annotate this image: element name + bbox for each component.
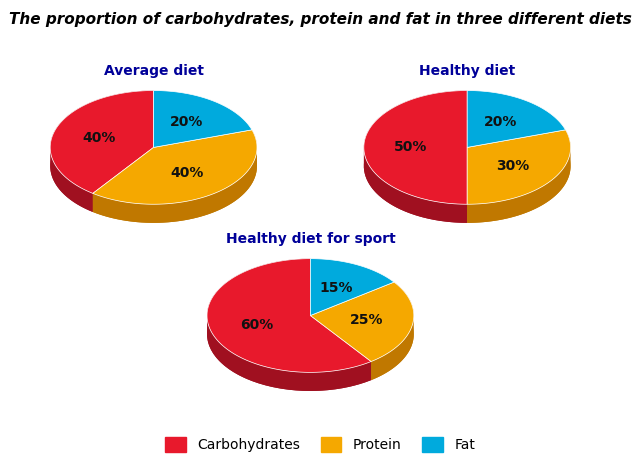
Text: The proportion of carbohydrates, protein and fat in three different diets: The proportion of carbohydrates, protein…	[8, 12, 632, 27]
Polygon shape	[467, 91, 566, 148]
Text: 40%: 40%	[83, 131, 116, 145]
Polygon shape	[50, 91, 154, 193]
Text: 15%: 15%	[319, 281, 353, 295]
Text: 25%: 25%	[350, 313, 383, 327]
Polygon shape	[207, 259, 371, 372]
Polygon shape	[310, 282, 414, 361]
Polygon shape	[154, 91, 252, 148]
Polygon shape	[310, 316, 371, 380]
Polygon shape	[364, 91, 467, 204]
Title: Average diet: Average diet	[104, 64, 204, 78]
Polygon shape	[467, 130, 571, 223]
Polygon shape	[310, 259, 394, 316]
Polygon shape	[93, 148, 154, 212]
Text: 60%: 60%	[240, 318, 273, 332]
Polygon shape	[467, 148, 571, 223]
Text: 20%: 20%	[170, 115, 204, 129]
Polygon shape	[371, 315, 414, 380]
Legend: Carbohydrates, Protein, Fat: Carbohydrates, Protein, Fat	[159, 432, 481, 458]
Text: 40%: 40%	[170, 166, 204, 180]
Polygon shape	[364, 91, 467, 223]
Polygon shape	[50, 91, 154, 212]
Polygon shape	[467, 130, 571, 204]
Polygon shape	[93, 147, 257, 223]
Polygon shape	[371, 282, 414, 380]
Polygon shape	[310, 316, 371, 380]
Polygon shape	[93, 148, 154, 212]
Text: 50%: 50%	[394, 141, 427, 155]
Polygon shape	[93, 130, 257, 204]
Polygon shape	[207, 259, 371, 391]
Polygon shape	[364, 149, 467, 223]
Polygon shape	[207, 317, 371, 391]
Text: 30%: 30%	[497, 159, 530, 173]
Polygon shape	[50, 148, 93, 212]
Polygon shape	[93, 130, 257, 223]
Title: Healthy diet for sport: Healthy diet for sport	[225, 232, 396, 246]
Text: 20%: 20%	[484, 115, 517, 129]
Title: Healthy diet: Healthy diet	[419, 64, 515, 78]
